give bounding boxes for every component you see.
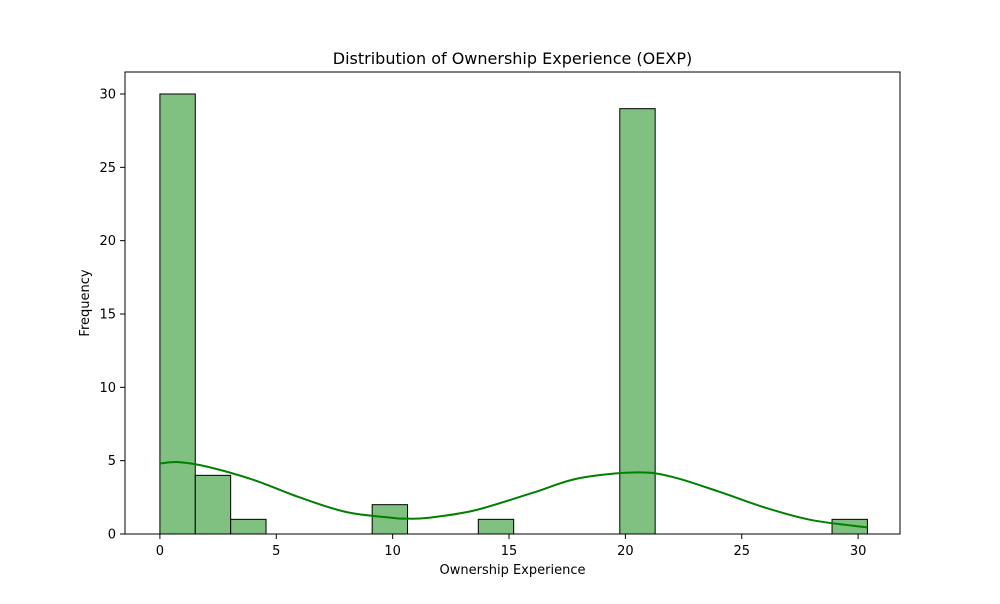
x-tick-label: 10 xyxy=(384,544,401,559)
x-tick-label: 20 xyxy=(617,544,634,559)
y-tick-label: 5 xyxy=(108,454,116,469)
plot-frame xyxy=(124,71,901,535)
x-tick-label: 30 xyxy=(850,544,867,559)
bars-layer xyxy=(159,93,868,535)
histogram-bar xyxy=(477,518,515,535)
x-axis-label: Ownership Experience xyxy=(440,563,586,578)
y-tick-label: 20 xyxy=(99,234,116,249)
y-axis-label: Frequency xyxy=(78,269,93,336)
y-tick-label: 15 xyxy=(99,308,116,323)
y-tick-label: 25 xyxy=(99,161,116,176)
histogram-bar xyxy=(230,518,267,535)
y-tick-label: 10 xyxy=(99,381,116,396)
x-tick-label: 5 xyxy=(272,544,280,559)
x-tick-label: 25 xyxy=(733,544,750,559)
y-tick-label: 30 xyxy=(99,88,116,103)
y-tick-label: 0 xyxy=(108,528,116,543)
x-tick-label: 0 xyxy=(156,544,164,559)
histogram-bar xyxy=(619,108,656,535)
y-axis: 0 5 10 15 20 25 30 xyxy=(99,88,125,543)
x-axis: 0 5 10 15 20 25 30 xyxy=(156,534,867,559)
kde-curve xyxy=(159,461,868,529)
chart-title: Distribution of Ownership Experience (OE… xyxy=(333,49,692,68)
histogram-bar xyxy=(159,93,196,535)
histogram-bar xyxy=(194,474,232,535)
x-tick-label: 15 xyxy=(501,544,518,559)
